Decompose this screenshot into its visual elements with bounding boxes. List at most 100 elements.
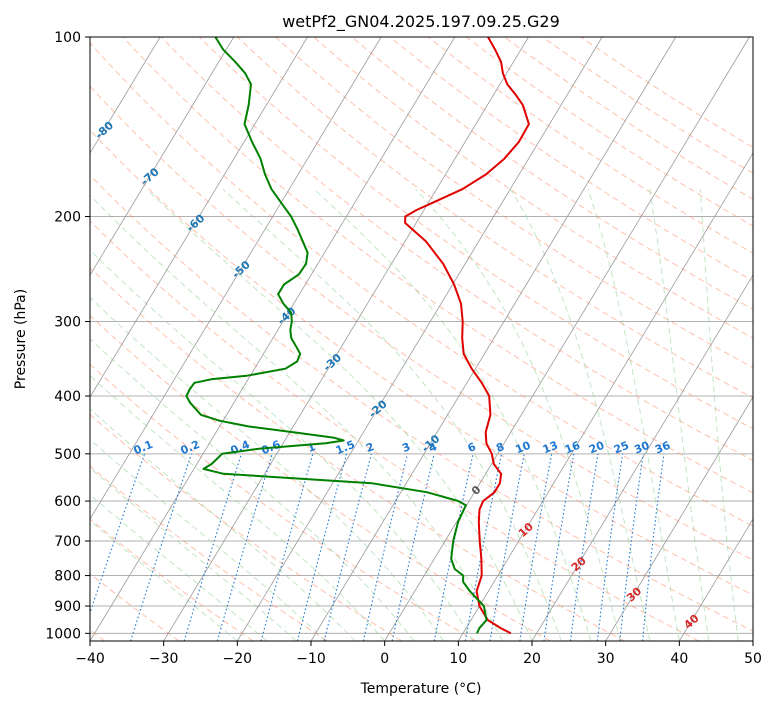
isotherm-line — [90, 37, 456, 641]
dry-adiabat-line — [122, 37, 753, 494]
mixing-ratio-label: 2 — [364, 440, 376, 455]
moist-adiabat-line — [90, 408, 356, 641]
y-tick-label: 500 — [54, 447, 81, 463]
x-tick-label: −40 — [75, 651, 105, 667]
isotherm-line — [90, 37, 382, 520]
dry-adiabat-line — [542, 37, 753, 174]
x-tick-label: −20 — [223, 651, 253, 667]
isotherm-line — [310, 37, 677, 641]
dry-adiabat-line — [90, 129, 753, 596]
isotherm-label: 0 — [469, 483, 484, 498]
x-axis-label: Temperature (°C) — [360, 681, 482, 697]
dry-adiabat-line — [90, 42, 753, 527]
x-tick-label: −10 — [296, 651, 326, 667]
mixing-ratio-label: 8 — [494, 440, 506, 455]
isotherm-line — [752, 640, 753, 641]
isotherm-label: -20 — [366, 397, 390, 420]
dry-adiabat-line — [90, 413, 402, 641]
mixing-ratio-line — [619, 453, 644, 641]
mixing-ratio-label: 0.2 — [179, 438, 202, 457]
x-tick-label: 50 — [744, 651, 762, 667]
dry-adiabat-line — [351, 37, 753, 310]
mixing-ratio-line — [183, 453, 242, 641]
isotherm-label: -30 — [321, 351, 345, 374]
mixing-ratio-line — [642, 453, 665, 641]
mixing-ratio-line — [216, 453, 273, 641]
isotherm-line — [0, 37, 13, 641]
moist-adiabat-line — [146, 188, 533, 641]
mixing-ratio-line — [596, 453, 624, 641]
y-tick-label: 900 — [54, 599, 81, 615]
mixing-ratio-label: 3 — [400, 440, 412, 455]
moist-adiabat-line — [510, 188, 651, 641]
dry-adiabat-line — [90, 572, 180, 641]
plot-frame — [89, 36, 754, 642]
mixing-ratio-label: 36 — [653, 439, 672, 457]
dry-adiabat-line — [198, 37, 753, 430]
mixing-ratio-label: 13 — [541, 439, 560, 457]
y-tick-label: 400 — [54, 389, 81, 405]
mixing-ratio-label: 30 — [632, 439, 651, 457]
temperature-profile-line — [404, 37, 530, 635]
mixing-ratio-label: 0.1 — [132, 438, 155, 457]
moist-adiabat-line — [415, 188, 621, 641]
moist-adiabat-line — [90, 249, 474, 641]
y-tick-label: 700 — [54, 534, 81, 550]
background-line-labels: 0.1 0.2 0.4 0.6 1 1.5 2 3 4 6 8 10 13 16 20 25 30 36-100-… — [47, 72, 702, 632]
dry-adiabat-line — [90, 267, 625, 641]
isotherm-label: -80 — [93, 119, 117, 142]
isotherm-line — [90, 37, 235, 276]
isotherm-label: 20 — [569, 554, 589, 574]
pressure-gridlines — [90, 37, 753, 634]
mixing-ratio-line — [519, 453, 553, 641]
moist-adiabat-line — [90, 438, 327, 641]
moist-adiabat-line — [90, 375, 386, 641]
isotherm-line — [605, 396, 753, 641]
mixing-ratio-line — [433, 453, 474, 641]
isotherms — [0, 37, 753, 641]
isotherm-label: 40 — [681, 612, 701, 632]
isotherm-line — [457, 152, 753, 641]
x-tick-label: 20 — [523, 651, 541, 667]
isotherm-line — [90, 37, 161, 154]
mixing-ratio-label: 1 — [306, 440, 318, 455]
x-tick-label: 40 — [670, 651, 688, 667]
isotherm-line — [678, 518, 753, 641]
isotherm-label: -10 — [419, 432, 443, 455]
dewpoint-profile-line — [185, 37, 488, 634]
dry-adiabat-line — [90, 220, 700, 641]
isotherm-line — [90, 37, 308, 398]
x-tick-label: 0 — [380, 651, 389, 667]
y-axis-label: Pressure (hPa) — [13, 289, 29, 389]
axes: −40 −30 −20 −10 0 10 20 30 40 5010020030040050060… — [45, 30, 762, 667]
y-tick-label: 100 — [54, 30, 81, 46]
dry-adiabat-line — [90, 174, 753, 632]
isotherm-label: -70 — [138, 165, 162, 188]
moist-adiabats — [90, 188, 739, 641]
isotherm-line — [236, 37, 603, 641]
isotherm-line — [531, 274, 753, 641]
mixing-ratio-label: 16 — [563, 439, 582, 457]
moist-adiabat-line — [90, 338, 415, 641]
mixing-ratio-label: 20 — [587, 439, 606, 457]
isotherm-line — [163, 37, 529, 641]
y-tick-label: 800 — [54, 569, 81, 585]
y-tick-label: 1000 — [45, 626, 81, 642]
mixing-ratio-label: 10 — [513, 439, 532, 457]
dry-adiabats — [90, 37, 753, 641]
y-tick-label: 200 — [54, 210, 81, 226]
moist-adiabat-line — [90, 296, 445, 641]
dry-adiabat-line — [90, 465, 328, 641]
mixing-ratio-line — [90, 453, 146, 615]
isotherm-line — [384, 37, 750, 641]
isotherm-label: -90 — [47, 72, 71, 95]
y-tick-label: 600 — [54, 494, 81, 510]
moist-adiabat-line — [90, 194, 503, 641]
moist-adiabat-line — [222, 188, 562, 641]
dry-adiabat-line — [389, 37, 753, 282]
dry-adiabat-line — [90, 363, 477, 641]
y-tick-label: 300 — [54, 315, 81, 331]
dry-adiabat-line — [275, 37, 753, 369]
moist-adiabat-line — [90, 467, 297, 641]
